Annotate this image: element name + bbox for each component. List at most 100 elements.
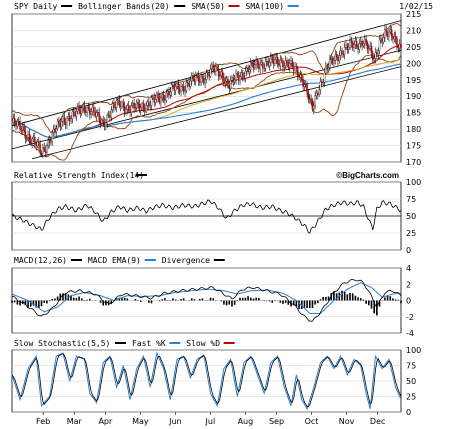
price-candle: [71, 111, 74, 119]
price-candle: [217, 68, 220, 77]
price-candle: [154, 99, 157, 103]
macd-divergence-bar: [46, 300, 48, 304]
price-candle: [181, 86, 184, 88]
rsi-y-tick: 75: [406, 195, 416, 204]
price-candle: [392, 36, 394, 40]
price-candle: [369, 45, 371, 49]
price-candle: [32, 137, 35, 139]
price-candle: [199, 81, 201, 83]
price-candle: [185, 82, 188, 91]
price-candle: [315, 93, 318, 96]
price-candle: [390, 29, 393, 37]
price-candle: [158, 97, 161, 103]
price-candle: [201, 76, 204, 79]
price-candle: [291, 59, 294, 67]
price-candle: [138, 104, 141, 111]
price-candle: [373, 58, 375, 61]
price-candle: [123, 106, 126, 113]
x-axis-month-label: Dec: [370, 417, 385, 426]
macd-divergence-bar: [397, 299, 400, 301]
price-candle: [70, 118, 72, 122]
price-candle: [203, 77, 205, 84]
price-candle: [282, 60, 284, 68]
macd-divergence-bar: [56, 296, 59, 301]
price-candle: [176, 83, 178, 87]
price-candle: [30, 139, 32, 144]
macd-divergence-bar: [70, 295, 72, 301]
macd-divergence-bar: [40, 300, 43, 307]
price-y-tick: 200: [406, 59, 421, 68]
macd-divergence-bar: [16, 300, 19, 305]
price-candle: [170, 84, 173, 92]
price-candle: [173, 86, 176, 91]
macd-divergence-bar: [105, 300, 107, 306]
price-candle: [172, 84, 174, 87]
price-candle: [225, 78, 228, 82]
macd-divergence-bar: [78, 296, 80, 301]
price-candle: [389, 29, 392, 33]
price-candle: [86, 107, 88, 113]
price-candle: [129, 110, 131, 113]
price-candle: [67, 116, 70, 119]
macd-divergence-bar: [13, 300, 16, 303]
price-legend-label: SMA(50): [191, 2, 225, 11]
rsi-y-tick: 0: [406, 246, 411, 255]
price-candle: [248, 69, 251, 73]
macd-divergence-bar: [54, 298, 56, 301]
price-candle: [39, 144, 41, 154]
x-axis-month-label: Feb: [36, 417, 50, 426]
price-candle: [145, 105, 147, 112]
price-candle: [227, 78, 229, 86]
macd-divergence-bar: [118, 297, 121, 301]
price-candle: [233, 79, 236, 83]
price-candle: [106, 114, 108, 123]
price-candle: [35, 143, 37, 146]
price-candle: [232, 77, 235, 83]
macd-divergence-bar: [362, 299, 365, 301]
macd-divergence-bar: [62, 293, 64, 301]
price-candle: [215, 66, 217, 72]
price-candle: [142, 103, 145, 109]
price-candle: [78, 106, 80, 111]
price-candle: [236, 73, 239, 76]
price-candle: [134, 107, 137, 109]
macd-divergence-bar: [164, 298, 166, 301]
price-candle: [125, 109, 127, 113]
price-candle: [115, 100, 118, 108]
price-candle: [36, 141, 39, 146]
x-axis-month-label: Jun: [168, 417, 182, 426]
macd-divergence-bar: [306, 300, 308, 309]
price-candle: [68, 116, 71, 122]
price-candle: [63, 116, 66, 123]
price-candle: [141, 103, 143, 108]
macd-divergence-bar: [376, 300, 378, 316]
rsi-watermark: ©BigCharts.com: [336, 171, 399, 180]
macd-divergence-bar: [174, 299, 177, 301]
price-candle: [213, 69, 216, 72]
price-candle: [117, 99, 119, 101]
macd-divergence-bar: [373, 300, 375, 314]
price-candle: [38, 141, 40, 145]
x-axis-month-label: Sep: [269, 417, 284, 426]
price-candle: [255, 60, 257, 65]
price-candle: [48, 140, 51, 144]
price-candle: [16, 121, 19, 127]
stoch-y-tick: 50: [406, 377, 416, 386]
price-y-tick: 210: [406, 26, 421, 35]
price-candle: [365, 39, 367, 43]
price-candle: [380, 38, 382, 41]
macd-divergence-bar: [59, 293, 62, 301]
macd-divergence-bar: [333, 291, 335, 301]
macd-line: [11, 279, 402, 322]
price-candle: [239, 76, 241, 81]
x-axis-month-label: Oct: [305, 417, 319, 426]
macd-divergence-bar: [351, 293, 354, 301]
price-candle: [280, 59, 283, 62]
x-axis-month-label: May: [132, 417, 149, 426]
price-candle: [294, 66, 296, 71]
price-candle: [110, 109, 113, 118]
price-candle: [87, 107, 90, 110]
price-candle: [351, 42, 354, 49]
price-candle: [144, 108, 146, 112]
